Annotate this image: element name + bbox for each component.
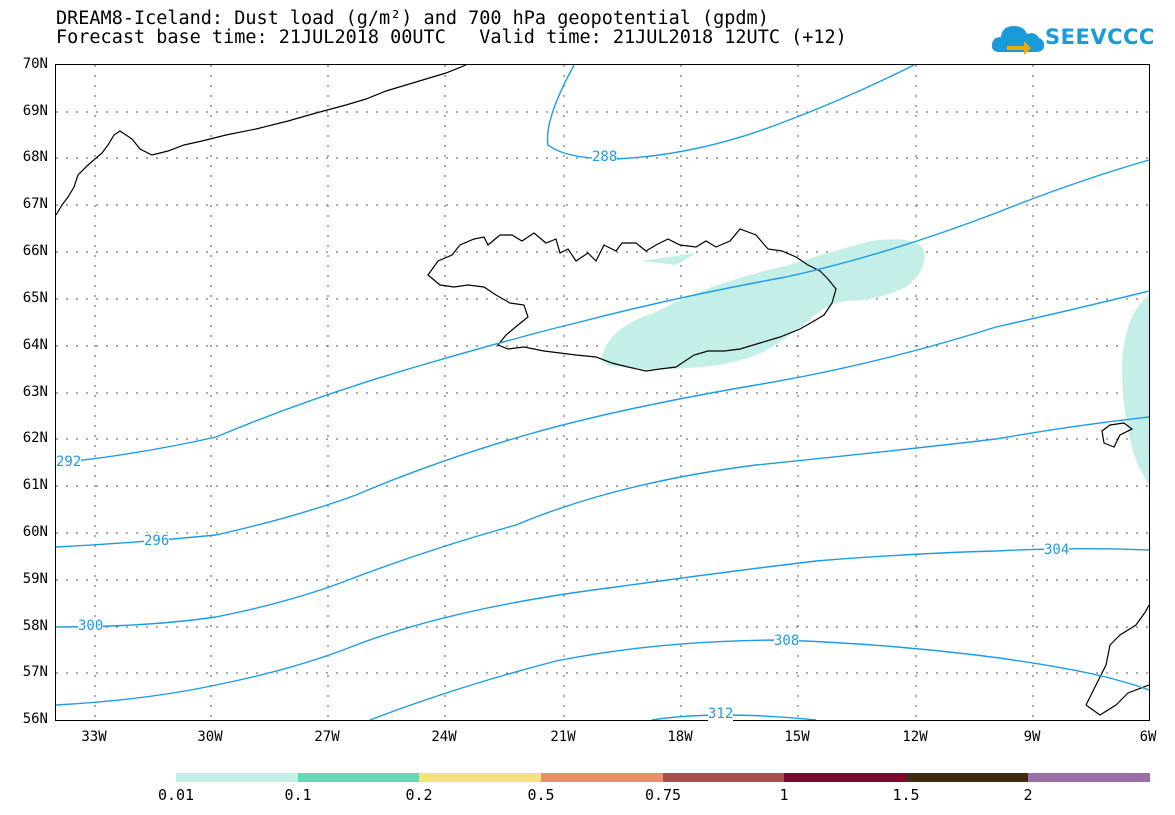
colorbar-label: 1.5 <box>892 786 920 804</box>
contour-292 <box>56 159 1149 464</box>
faroe-coast <box>1101 422 1134 448</box>
colorbar-segment <box>906 773 1028 782</box>
lon-label: 9W <box>1023 729 1041 745</box>
colorbar-label: 0.75 <box>644 786 682 804</box>
lon-label: 18W <box>667 729 693 745</box>
colorbar-label: 1 <box>779 786 789 804</box>
seevccc-logo: SEEVCCC <box>991 18 1154 60</box>
map-area: 288 292 296 300 304 308 312 <box>55 64 1150 722</box>
contour-308 <box>369 639 1149 720</box>
contour-label: 288 <box>592 149 618 165</box>
contour-label: 296 <box>144 533 170 549</box>
colorbar-segment <box>784 773 906 782</box>
lat-label: 67N <box>22 196 48 212</box>
contour-label: 300 <box>78 618 104 634</box>
lon-label: 21W <box>550 729 576 745</box>
colorbar-segment <box>1028 773 1150 782</box>
lat-label: 66N <box>22 243 48 259</box>
lat-label: 60N <box>22 524 48 540</box>
colorbar-label: 0.2 <box>405 786 433 804</box>
contour-label: 304 <box>1044 542 1070 558</box>
colorbar-segment <box>663 773 784 782</box>
scotland-coast <box>1085 604 1149 716</box>
contour-300 <box>56 416 1149 628</box>
lat-label: 69N <box>22 103 48 119</box>
geopotential-contours <box>56 65 1149 720</box>
contour-304 <box>56 548 1149 706</box>
lon-label: 12W <box>902 729 928 745</box>
lat-label: 57N <box>22 664 48 680</box>
contour-288 <box>546 65 915 160</box>
lat-label: 64N <box>22 337 48 353</box>
lon-label: 30W <box>197 729 223 745</box>
colorbar-label: 0.01 <box>157 786 195 804</box>
coastlines <box>56 65 1149 716</box>
colorbar-segment <box>298 773 419 782</box>
colorbar-segment <box>176 773 298 782</box>
lat-label: 65N <box>22 290 48 306</box>
dust-load-shading <box>601 239 1149 485</box>
lon-label: 24W <box>431 729 457 745</box>
lon-label: 27W <box>314 729 340 745</box>
colorbar-label: 0.1 <box>284 786 312 804</box>
colorbar-segment <box>541 773 663 782</box>
lon-label: 33W <box>81 729 107 745</box>
contour-label: 292 <box>56 454 82 470</box>
contour-312 <box>651 714 817 720</box>
map-title: DREAM8-Iceland: Dust load (g/m²) and 700… <box>56 8 769 29</box>
logo-text: SEEVCCC <box>1045 25 1155 49</box>
contour-296 <box>56 290 1149 548</box>
lon-label: 15W <box>784 729 810 745</box>
lon-label: 6W <box>1139 729 1157 745</box>
graticule <box>56 65 1149 720</box>
lat-label: 59N <box>22 571 48 587</box>
cloud-logo-icon <box>991 26 1045 55</box>
contour-label: 312 <box>708 706 734 722</box>
contour-label: 308 <box>774 633 800 649</box>
colorbar-segment <box>419 773 541 782</box>
lat-label: 68N <box>22 149 48 165</box>
colorbar-label: 2 <box>1023 786 1033 804</box>
lat-label: 56N <box>22 711 48 727</box>
lat-label: 58N <box>22 618 48 634</box>
colorbar-label: 0.5 <box>527 786 555 804</box>
forecast-time-line: Forecast base time: 21JUL2018 00UTC Vali… <box>56 27 847 48</box>
greenland-coast <box>56 65 467 216</box>
lat-label: 61N <box>22 477 48 493</box>
iceland-coast <box>427 228 837 372</box>
lat-label: 62N <box>22 430 48 446</box>
lat-label: 63N <box>22 384 48 400</box>
lat-label: 70N <box>22 56 48 72</box>
